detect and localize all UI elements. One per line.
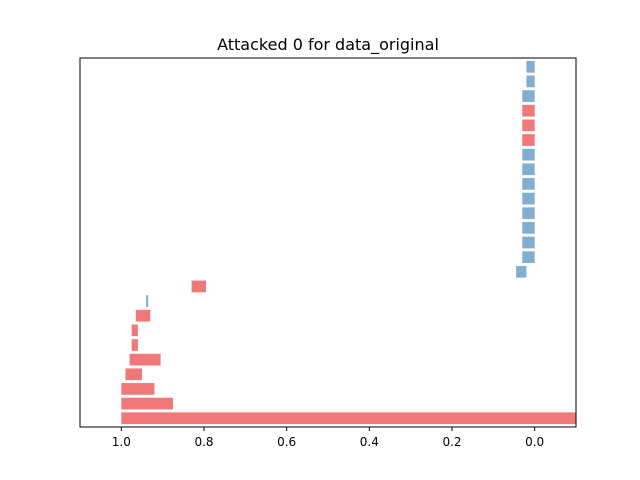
bar xyxy=(146,295,149,307)
bar xyxy=(522,90,535,102)
bar xyxy=(522,148,535,161)
bar xyxy=(522,134,535,146)
bar xyxy=(191,280,207,293)
bar xyxy=(125,368,142,381)
bar xyxy=(522,119,535,132)
x-tick-label: 0.0 xyxy=(525,435,544,449)
bar xyxy=(522,207,535,220)
bar xyxy=(526,60,535,73)
x-tick-label: 1.0 xyxy=(112,435,131,449)
bar xyxy=(522,178,535,190)
bar xyxy=(522,236,535,249)
x-tick-label: 0.6 xyxy=(277,435,296,449)
x-axis-ticks: 1.0 0.8 0.6 0.4 0.2 0.0 xyxy=(112,427,544,449)
bar xyxy=(129,353,161,366)
bar xyxy=(516,265,527,278)
bar xyxy=(526,75,535,88)
bar xyxy=(522,104,535,117)
bar xyxy=(131,324,138,337)
bar xyxy=(522,251,535,263)
bar xyxy=(135,309,151,322)
x-tick-label: 0.8 xyxy=(194,435,213,449)
plot-frame xyxy=(79,57,577,428)
bar xyxy=(121,383,155,395)
chart-title: Attacked 0 for data_original xyxy=(217,35,439,55)
bar xyxy=(522,163,535,176)
x-tick-label: 0.4 xyxy=(360,435,379,449)
bar xyxy=(522,192,535,205)
bar xyxy=(121,412,576,425)
x-tick-label: 0.2 xyxy=(442,435,461,449)
bar xyxy=(121,397,173,410)
bar-series xyxy=(121,60,576,425)
bar xyxy=(131,339,138,351)
bar xyxy=(522,222,535,234)
